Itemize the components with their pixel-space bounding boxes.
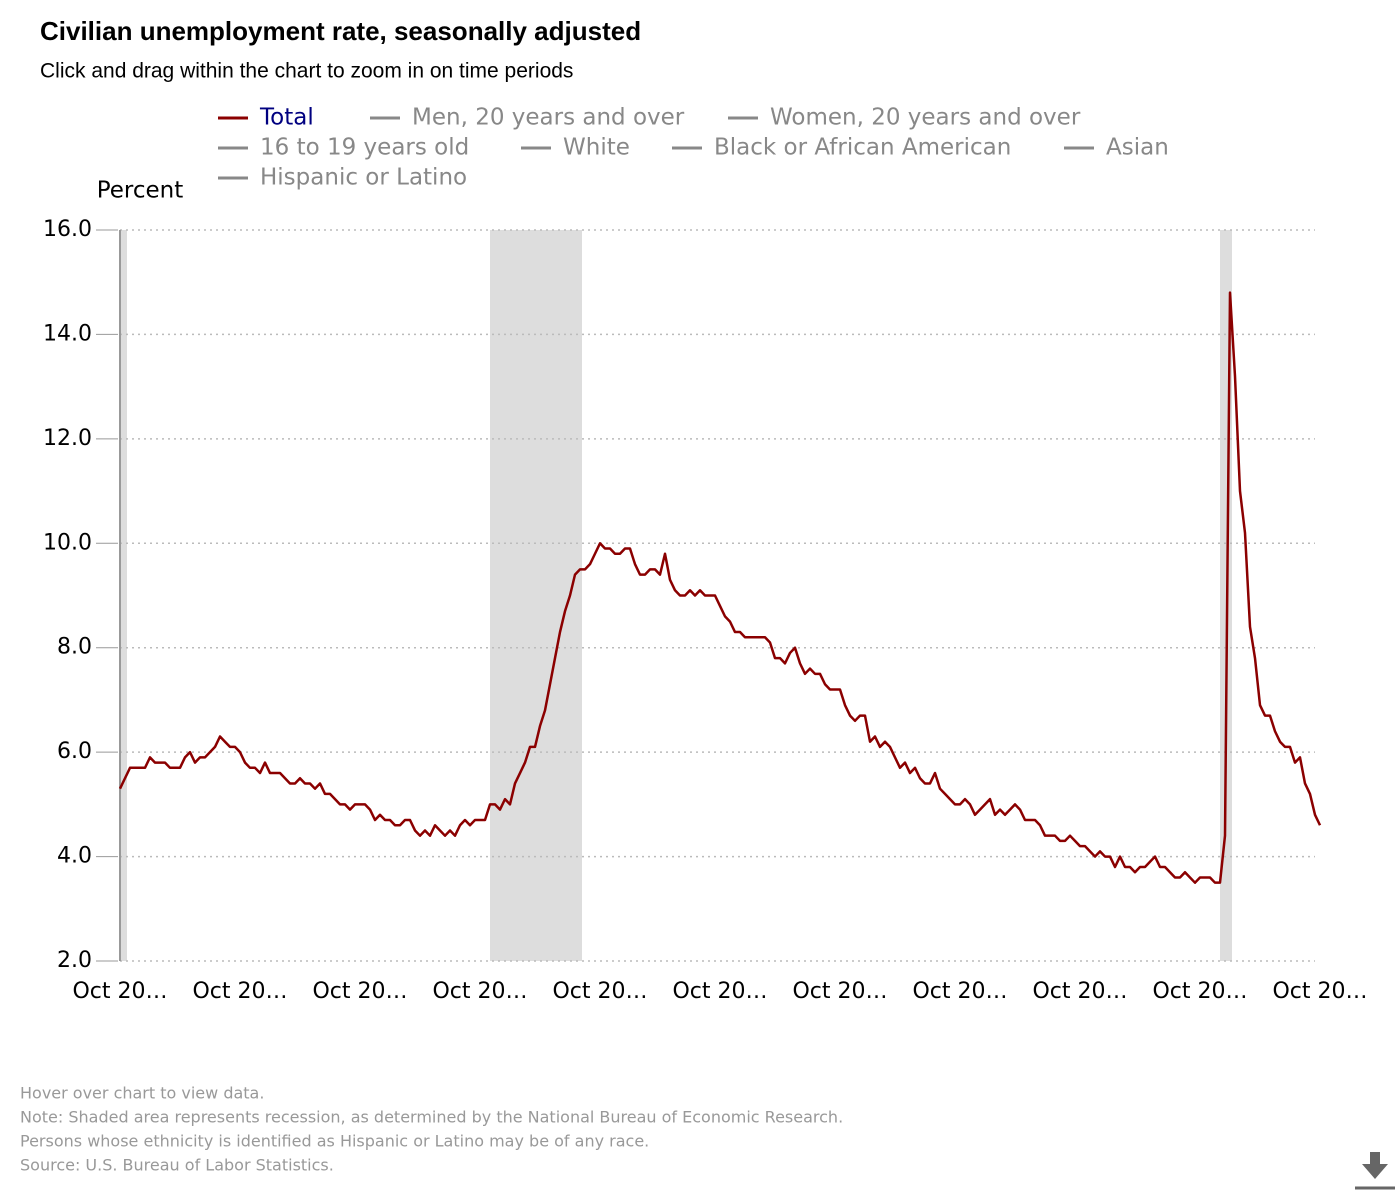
legend-label: Women, 20 years and over: [770, 105, 1081, 131]
chart-title: Civilian unemployment rate, seasonally a…: [40, 16, 641, 46]
y-tick-label: 2.0: [57, 948, 92, 973]
legend-label: Men, 20 years and over: [412, 105, 685, 131]
legend-entry[interactable]: 16 to 19 years old: [218, 135, 469, 161]
legend-label: 16 to 19 years old: [260, 135, 469, 161]
legend-entry[interactable]: Asian: [1064, 135, 1169, 161]
legend-entry[interactable]: Hispanic or Latino: [218, 165, 467, 191]
y-tick-label: 6.0: [57, 739, 92, 764]
x-tick-label: Oct 20…: [312, 979, 407, 1004]
x-tick-label: Oct 20…: [1152, 979, 1247, 1004]
y-tick-label: 12.0: [43, 426, 92, 451]
x-tick-label: Oct 20…: [432, 979, 527, 1004]
y-tick-label: 14.0: [43, 321, 92, 346]
x-tick-label: Oct 20…: [792, 979, 887, 1004]
x-tick-label: Oct 20…: [72, 979, 167, 1004]
legend-label: Hispanic or Latino: [260, 165, 467, 191]
x-tick-label: Oct 20…: [192, 979, 287, 1004]
y-tick-label: 8.0: [57, 635, 92, 660]
legend-entry[interactable]: Black or African American: [672, 135, 1011, 161]
download-icon[interactable]: [1355, 1152, 1395, 1190]
x-tick-label: Oct 20…: [672, 979, 767, 1004]
legend-entry[interactable]: Men, 20 years and over: [370, 105, 685, 131]
footnote: Note: Shaded area represents recession, …: [20, 1108, 843, 1127]
series-line: [118, 291, 1322, 884]
chart-subtitle: Click and drag within the chart to zoom …: [40, 60, 573, 83]
x-tick-label: Oct 20…: [552, 979, 647, 1004]
y-tick-label: 10.0: [43, 530, 92, 555]
legend-entry[interactable]: White: [521, 135, 630, 161]
legend-label: Black or African American: [714, 135, 1011, 161]
legend-label: White: [563, 135, 630, 161]
x-tick-label: Oct 20…: [1032, 979, 1127, 1004]
x-tick-label: Oct 20…: [912, 979, 1007, 1004]
recession-shade: [120, 230, 127, 961]
y-tick-label: 4.0: [57, 844, 92, 869]
legend-label: Asian: [1106, 135, 1169, 161]
footnote: Source: U.S. Bureau of Labor Statistics.: [20, 1156, 334, 1175]
legend-entry[interactable]: Women, 20 years and over: [728, 105, 1081, 131]
x-tick-label: Oct 20…: [1272, 979, 1367, 1004]
recession-shade: [490, 230, 582, 961]
legend-label: Total: [259, 105, 314, 131]
footnote: Hover over chart to view data.: [20, 1084, 264, 1103]
footnote: Persons whose ethnicity is identified as…: [20, 1132, 649, 1151]
legend-entry[interactable]: Total: [218, 105, 314, 131]
y-axis-label: Percent: [97, 178, 184, 204]
y-tick-label: 16.0: [43, 217, 92, 242]
